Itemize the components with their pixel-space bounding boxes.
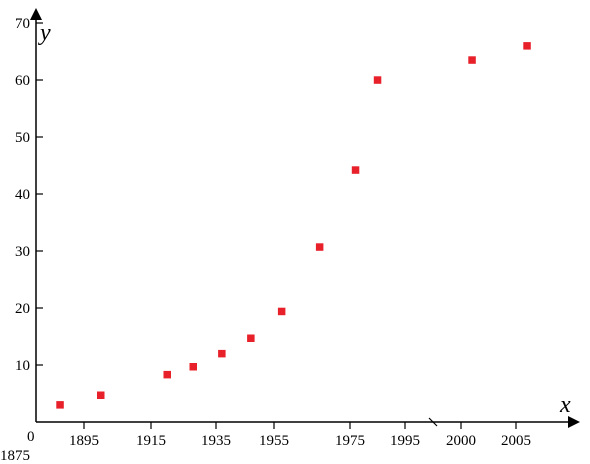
y-tick-label: 10 bbox=[15, 358, 30, 374]
y-tick-label: 40 bbox=[15, 187, 30, 203]
data-point bbox=[523, 42, 531, 50]
x-axis-title: x bbox=[559, 392, 571, 418]
y-tick-label: 50 bbox=[15, 130, 30, 146]
x-tick-label: 1955 bbox=[259, 433, 289, 449]
x-tick-label: 1995 bbox=[390, 433, 420, 449]
y-tick-label: 70 bbox=[15, 16, 30, 32]
x-origin-year-label: 1875 bbox=[0, 448, 30, 464]
data-point bbox=[277, 307, 286, 316]
x-tick-label: 1915 bbox=[136, 433, 166, 449]
data-point bbox=[97, 391, 105, 399]
data-point bbox=[351, 166, 360, 174]
data-point bbox=[373, 76, 382, 84]
data-point bbox=[189, 363, 197, 371]
x-tick-label: 2000 bbox=[446, 433, 476, 449]
y-axis-title: y bbox=[38, 20, 51, 46]
x-tick-label: 1895 bbox=[69, 433, 99, 449]
y-tick-label: 20 bbox=[15, 301, 30, 317]
data-point bbox=[315, 243, 324, 251]
x-tick-group: 1895 1915 1935 1955 1975 1995 2000 2005 bbox=[69, 422, 531, 449]
data-point bbox=[468, 56, 476, 64]
data-point bbox=[163, 370, 171, 379]
y-tick-label: 30 bbox=[15, 244, 30, 260]
data-point bbox=[218, 349, 226, 358]
data-point bbox=[247, 334, 255, 342]
data-point bbox=[56, 401, 64, 409]
x-tick-label: 1935 bbox=[201, 433, 231, 449]
x-tick-label: 1975 bbox=[335, 433, 365, 449]
x-tick-label: 2005 bbox=[501, 433, 531, 449]
y-tick-label: 60 bbox=[15, 73, 30, 89]
data-points bbox=[56, 42, 531, 409]
y-tick-group: 10 20 30 40 50 60 70 bbox=[15, 16, 43, 374]
x-axis-break-mark bbox=[428, 417, 438, 427]
origin-label: 0 bbox=[27, 429, 35, 445]
